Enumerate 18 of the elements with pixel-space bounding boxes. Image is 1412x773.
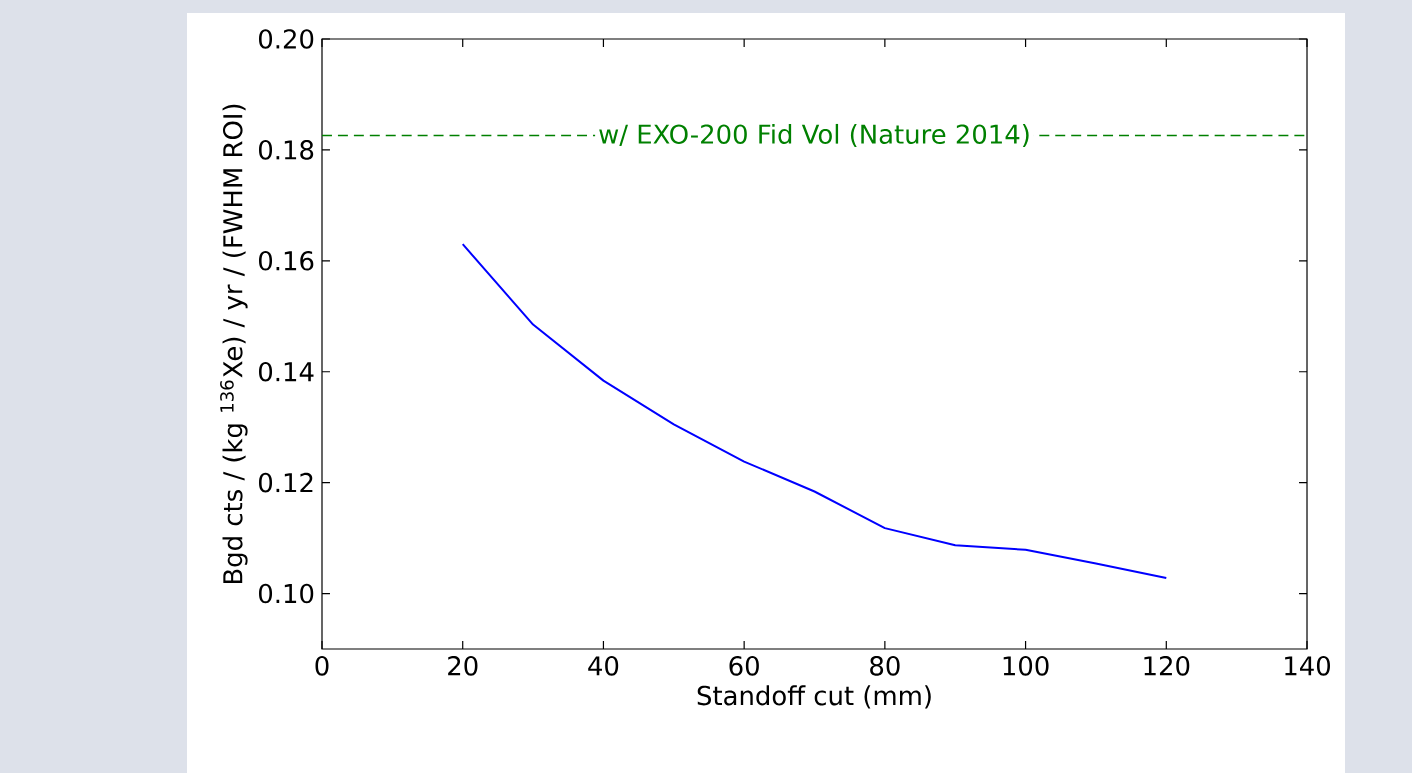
x-tick-label: 120 bbox=[1144, 656, 1190, 676]
x-tick-label: 140 bbox=[1285, 656, 1330, 676]
x-tick-label: 100 bbox=[1003, 656, 1049, 676]
y-tick-label: 0.20 bbox=[259, 29, 314, 49]
x-tick-label: 60 bbox=[729, 656, 759, 676]
y-tick-label: 0.16 bbox=[259, 251, 314, 271]
line-series bbox=[461, 243, 1168, 580]
x-tick-label: 0 bbox=[315, 656, 329, 676]
y-tick-label: 0.18 bbox=[259, 140, 314, 160]
ref-line-label: w/ EXO-200 Fid Vol (Nature 2014) bbox=[599, 123, 1029, 148]
x-tick-label: 40 bbox=[588, 656, 619, 676]
x-tick-label: 20 bbox=[448, 656, 478, 676]
x-axis-title: Standoff cut (mm) bbox=[697, 685, 931, 709]
y-tick-label: 0.12 bbox=[259, 472, 313, 493]
y-axis-title: Bgd cts / (kg $^{136}$Xe) / yr / (FWHM ROI) bbox=[220, 104, 248, 584]
y-tick-label: 0.14 bbox=[259, 361, 314, 382]
y-tick-label: 0.10 bbox=[259, 583, 314, 604]
x-tick-label: 80 bbox=[870, 656, 900, 676]
